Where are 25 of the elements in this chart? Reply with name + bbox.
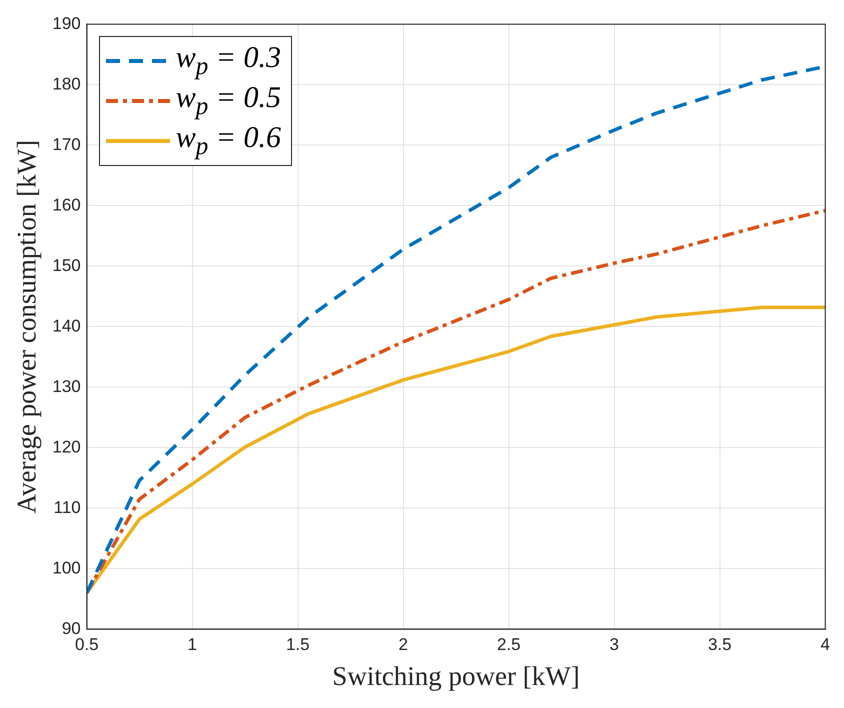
x-axis-title: Switching power [kW] bbox=[332, 660, 580, 691]
legend-label: w$_{p}$ = 0.6 bbox=[176, 121, 282, 162]
y-tick-label: 150 bbox=[52, 256, 81, 275]
x-tick-label: 3 bbox=[610, 635, 620, 654]
y-tick-label: 180 bbox=[52, 74, 81, 94]
x-tick-label: 0.5 bbox=[74, 635, 99, 654]
line-series bbox=[86, 208, 826, 595]
y-tick-label: 140 bbox=[52, 316, 81, 336]
x-tick-label: 1.5 bbox=[286, 635, 310, 654]
x-tick-label: 3.5 bbox=[708, 635, 732, 654]
y-tick-label: 160 bbox=[52, 195, 81, 214]
y-tick-label: 170 bbox=[52, 134, 81, 154]
x-tick-label: 2.5 bbox=[496, 635, 521, 654]
y-axis-title: Average power consumption [kW] bbox=[11, 140, 42, 514]
legend-label: w$_{p}$ = 0.3 bbox=[176, 41, 282, 82]
y-tick-label: 110 bbox=[54, 498, 81, 517]
x-tick-label: 1 bbox=[188, 635, 197, 654]
y-tick-label: 120 bbox=[52, 437, 81, 456]
y-tick-label: 190 bbox=[52, 14, 81, 33]
y-tick-label: 100 bbox=[52, 558, 81, 578]
y-tick-label: 130 bbox=[52, 376, 81, 396]
x-tick-label: 2 bbox=[398, 635, 408, 654]
x-tick-label: 4 bbox=[820, 635, 830, 654]
y-tick-label: 90 bbox=[62, 618, 81, 638]
legend-label: w$_{p}$ = 0.5 bbox=[176, 81, 282, 122]
